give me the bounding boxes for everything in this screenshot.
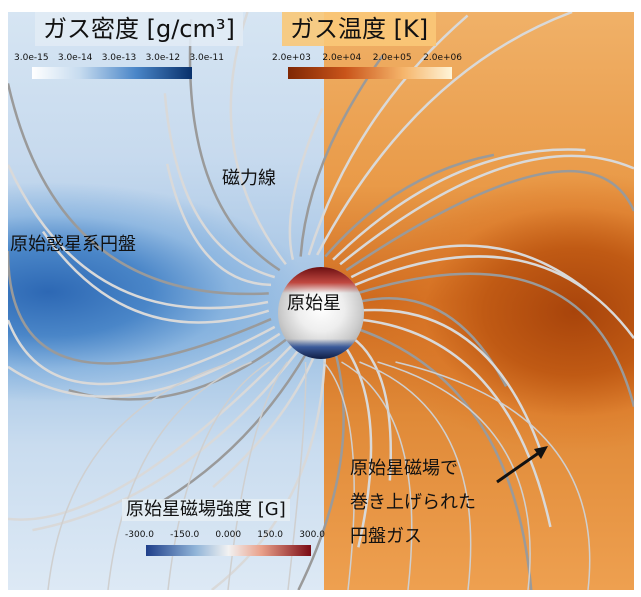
tick: -150.0: [170, 530, 200, 540]
tick: 3.0e-15: [14, 53, 49, 63]
temperature-colorbar: [288, 67, 452, 79]
field-line: [212, 348, 319, 489]
field-line: [299, 54, 384, 257]
bfield-title: 原始星磁場強度 [G]: [122, 499, 290, 521]
disk-label: 原始惑星系円盤: [10, 234, 136, 255]
field-line: [47, 361, 234, 590]
field-line: [345, 169, 634, 272]
field-line: [356, 272, 634, 407]
field-line: [307, 14, 469, 256]
field-line: [32, 346, 302, 532]
temperature-half: [324, 12, 634, 590]
field-line: [350, 325, 533, 590]
field-line: [8, 83, 269, 296]
field-line: [107, 361, 252, 590]
bfield-ticks: -300.0 -150.0 0.000 150.0 300.0: [125, 530, 325, 541]
field-line: [359, 361, 472, 590]
tick: 150.0: [257, 530, 284, 540]
field-line: [316, 12, 573, 256]
density-colorbar: [32, 67, 192, 79]
field-line: [229, 12, 287, 266]
field-line: [163, 93, 276, 279]
tick: -300.0: [125, 530, 155, 540]
field-line: [324, 153, 495, 258]
field-line: [288, 108, 324, 261]
temperature-ticks: 2.0e+03 2.0e+04 2.0e+05 2.0e+06: [272, 53, 462, 64]
protostar-sphere: [278, 267, 364, 359]
field-line: [8, 332, 281, 398]
tick: 3.0e-13: [101, 53, 137, 63]
tick: 2.0e+03: [272, 53, 311, 63]
field-line: [8, 319, 276, 386]
bfield-colorbar: [146, 545, 311, 556]
annotation-line: 巻き上げられた: [350, 492, 476, 513]
field-line: [8, 343, 294, 521]
field-line: [339, 154, 634, 266]
tick: 2.0e+05: [372, 53, 412, 63]
tick: 300.0: [299, 530, 325, 540]
field-line: [41, 230, 270, 324]
protostar-label: 原始星: [287, 293, 341, 314]
tick: 2.0e+04: [322, 53, 362, 63]
field-line: [8, 164, 269, 310]
field-line: [395, 361, 591, 590]
tick: 3.0e-14: [57, 53, 93, 63]
field-line: [165, 163, 272, 287]
field-line: [354, 255, 634, 339]
density-ticks: 3.0e-15 3.0e-14 3.0e-13 3.0e-12 3.0e-11: [14, 53, 224, 64]
field-line: [357, 308, 542, 452]
simulation-image: [8, 12, 634, 590]
density-title: ガス密度 [g/cm³]: [35, 12, 243, 46]
tick: 0.000: [215, 530, 242, 540]
field-lines-label: 磁力線: [222, 168, 276, 189]
field-line: [211, 347, 327, 590]
tick: 3.0e-12: [145, 53, 181, 63]
temperature-title: ガス温度 [K]: [282, 12, 437, 46]
field-line: [297, 343, 345, 590]
field-line: [188, 19, 281, 272]
field-line: [341, 361, 413, 590]
field-line: [350, 244, 588, 292]
annotation-line: 原始星磁場で: [350, 458, 458, 479]
tick: 3.0e-11: [189, 53, 224, 63]
annotation-line: 円盤ガス: [350, 526, 422, 547]
field-line: [354, 317, 552, 528]
field-line: [377, 361, 531, 590]
field-line: [8, 251, 272, 365]
field-line: [332, 148, 586, 261]
annotation: 原始星磁場で 巻き上げられた 円盤ガス: [350, 452, 476, 554]
field-line: [322, 361, 355, 590]
tick: 2.0e+06: [423, 53, 462, 63]
